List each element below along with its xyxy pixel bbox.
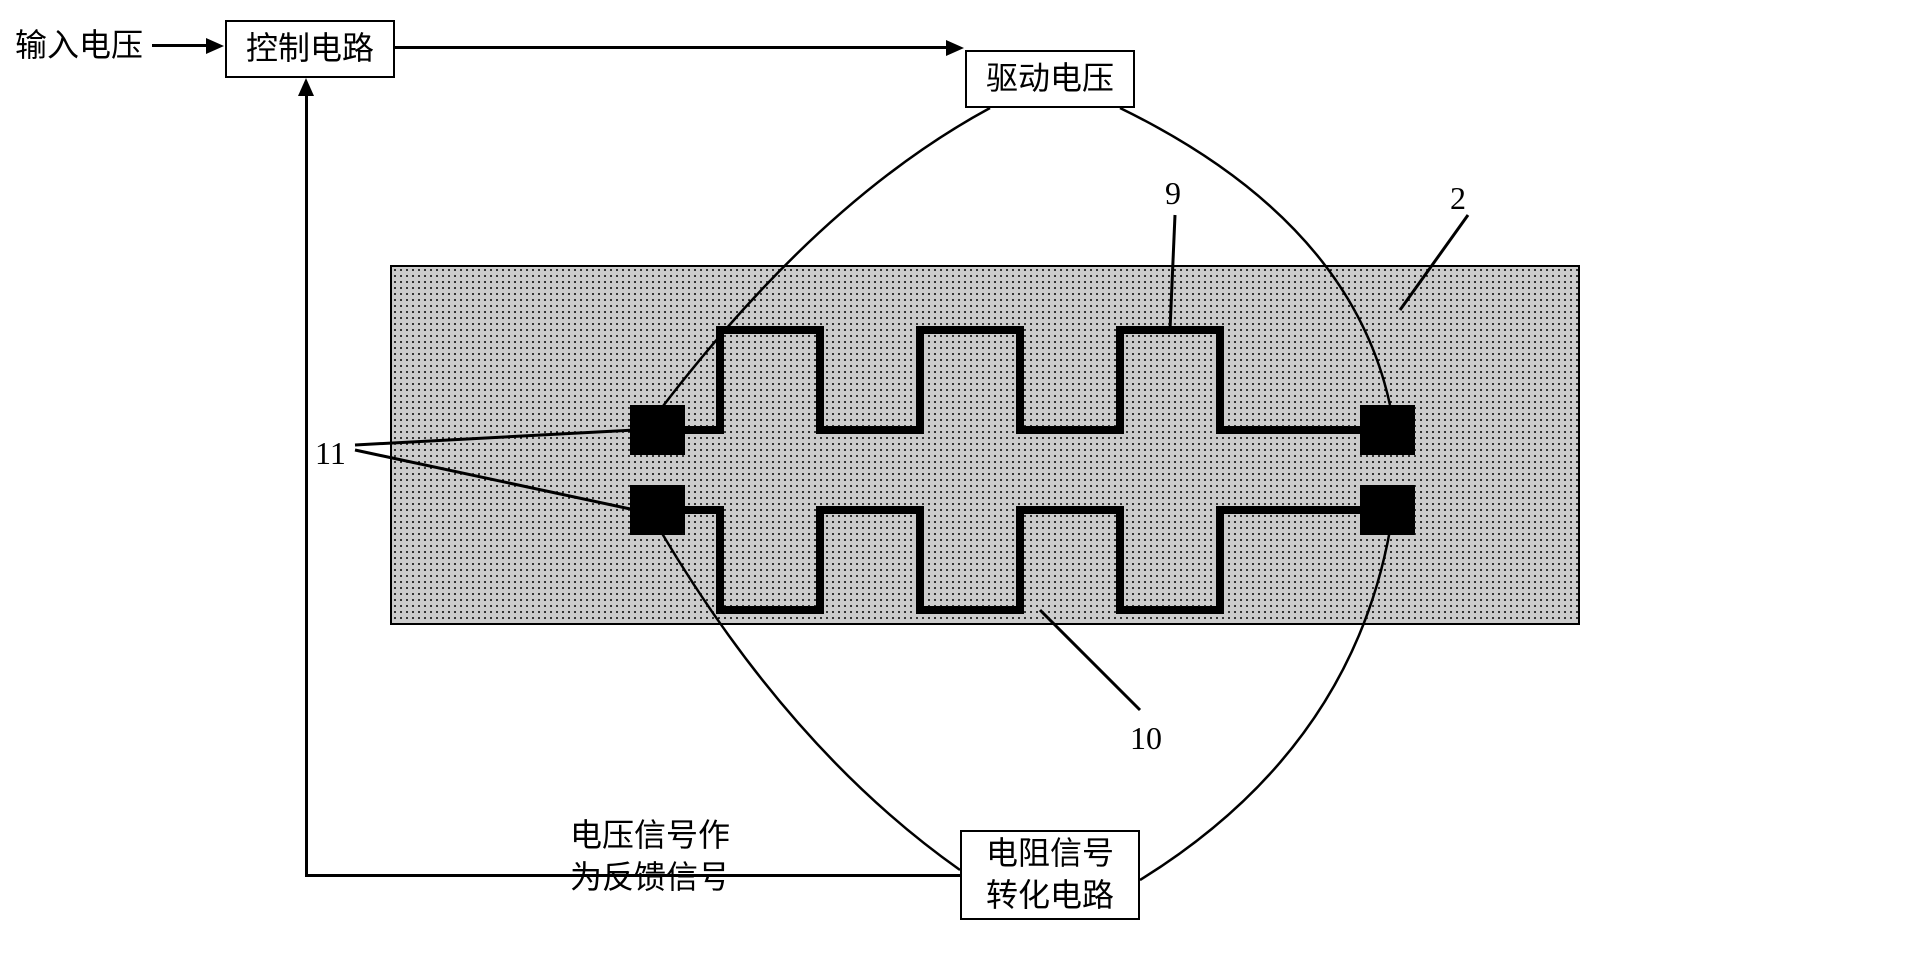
leader-ref-2 — [1400, 215, 1468, 310]
arrowhead-feedback — [298, 78, 314, 96]
serpentine-top — [685, 330, 1360, 430]
pad-bottom-left — [630, 485, 685, 535]
feedback-label: 电压信号作 为反馈信号 — [570, 815, 730, 898]
resistance-box-line1: 电阻信号 — [986, 835, 1114, 871]
curve-br-res — [1140, 530, 1390, 880]
pad-top-left — [630, 405, 685, 455]
curve-drive-tr — [1120, 108, 1390, 405]
feedback-v-line — [305, 95, 308, 877]
ref-label-2: 2 — [1450, 180, 1466, 217]
curve-drive-tl — [660, 108, 990, 410]
leader-ref-11b — [355, 450, 635, 510]
resistance-conversion-box: 电阻信号 转化电路 — [960, 830, 1140, 920]
leader-ref-11a — [355, 430, 635, 445]
feedback-label-line1: 电压信号作 — [570, 817, 730, 853]
leader-ref-10 — [1040, 610, 1140, 710]
ref-label-9: 9 — [1165, 175, 1181, 212]
feedback-h-line — [305, 874, 960, 877]
serpentine-bottom — [685, 510, 1360, 610]
pad-top-right — [1360, 405, 1415, 455]
ref-label-11: 11 — [315, 435, 346, 472]
resistance-box-line2: 转化电路 — [986, 877, 1114, 913]
diagram-svg — [0, 0, 1908, 966]
leader-ref-9 — [1170, 215, 1175, 330]
pad-bottom-right — [1360, 485, 1415, 535]
ref-label-10: 10 — [1130, 720, 1162, 757]
